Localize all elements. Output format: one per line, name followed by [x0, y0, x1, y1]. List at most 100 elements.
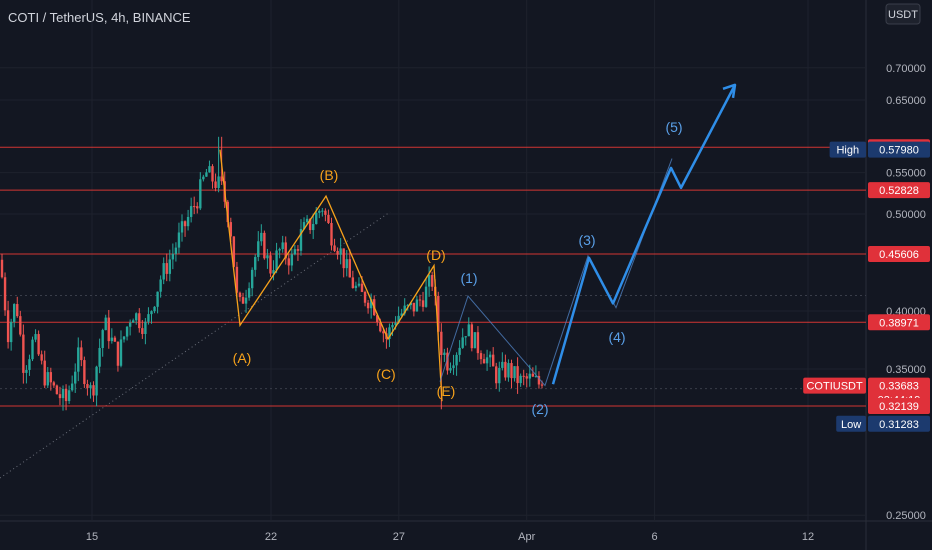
wave-label-orange: (A): [233, 350, 252, 366]
candle-body: [266, 255, 269, 259]
candle-body: [391, 324, 394, 328]
candle-body: [189, 206, 193, 217]
candle-body: [22, 334, 25, 373]
price-label-box: [868, 141, 930, 158]
candle-body: [528, 373, 531, 379]
candle-body: [217, 176, 220, 188]
candle-body: [516, 366, 519, 384]
candle-body: [522, 375, 525, 377]
price-label-name-box: [836, 415, 866, 432]
candle-body: [205, 172, 208, 177]
x-tick-label: 15: [86, 531, 98, 543]
candle-body: [80, 347, 83, 361]
currency-box[interactable]: [885, 3, 921, 25]
candle-body: [107, 317, 110, 342]
price-label-name-box: [829, 141, 866, 158]
x-tick-label: 12: [802, 531, 814, 543]
wave-label-orange: (D): [426, 247, 445, 263]
candle-body: [138, 313, 141, 329]
candle-body: [482, 359, 486, 364]
candle-body: [269, 255, 272, 274]
wave-label-blue: (2): [531, 401, 548, 417]
candle-body: [144, 321, 147, 334]
candle-body: [498, 367, 501, 384]
candle-body: [379, 322, 382, 332]
candle-body: [446, 352, 449, 371]
candle-body: [540, 384, 544, 386]
candle-body: [186, 216, 190, 227]
candle-body: [43, 360, 46, 386]
candle-body: [443, 352, 446, 356]
candle-body: [382, 331, 385, 334]
candle-body: [180, 221, 184, 233]
candle-body: [311, 224, 315, 231]
candle-body: [13, 304, 16, 322]
candle-body: [418, 299, 422, 301]
candle-body: [531, 373, 535, 377]
candle-body: [305, 218, 309, 223]
candle-body: [232, 236, 236, 267]
candle-body: [485, 357, 489, 364]
price-label-box: [868, 182, 930, 199]
price-label-name-box: [803, 377, 866, 394]
price-label-value: 0.45606: [879, 249, 919, 261]
candle-body: [86, 384, 89, 389]
wave-label-orange: (B): [320, 167, 339, 183]
candle-body: [153, 306, 156, 312]
candle-body: [165, 263, 168, 274]
candle-body: [495, 366, 498, 384]
candle-body: [272, 270, 275, 274]
price-label-value: 0.33683: [879, 381, 919, 393]
candle-body: [458, 347, 461, 355]
candle-body: [141, 328, 144, 334]
candle-body: [339, 248, 342, 255]
candle-body: [388, 327, 391, 339]
price-label-value: 0.52828: [879, 185, 919, 197]
candle-body: [348, 259, 351, 278]
candle-body: [193, 206, 196, 208]
price-label-value: 0.32139: [879, 401, 919, 413]
candle-body: [202, 176, 205, 180]
candle-body: [281, 242, 284, 250]
candle-body: [376, 315, 379, 323]
candle-body: [318, 210, 321, 213]
candle-body: [238, 292, 242, 298]
candle-body: [211, 166, 214, 182]
candle-body: [278, 249, 281, 251]
candle-body: [430, 275, 434, 287]
candle-body: [113, 337, 117, 342]
candle-body: [110, 337, 114, 342]
candle-body: [25, 369, 28, 373]
candle-body: [467, 324, 470, 337]
candle-body: [208, 166, 211, 173]
candle-body: [412, 302, 416, 312]
candle-body: [74, 371, 77, 384]
abcde-pattern-line: [219, 149, 443, 402]
candle-body: [287, 258, 290, 266]
exchange: BINANCE: [132, 10, 191, 25]
candle-body: [67, 390, 71, 402]
wave-label-blue: (5): [665, 119, 682, 135]
candle-body: [128, 322, 132, 327]
wave-label-blue: (1): [460, 270, 477, 286]
wave-label-blue: (3): [578, 232, 595, 248]
candle-body: [537, 375, 541, 385]
candle-body: [104, 317, 107, 331]
candle-body: [9, 321, 13, 343]
candle-body: [58, 394, 62, 399]
candle-body: [119, 339, 123, 366]
candle-body: [257, 241, 260, 258]
candle-body: [470, 324, 474, 349]
candle-body: [40, 354, 43, 361]
candle-body: [421, 300, 425, 307]
candle-body: [3, 277, 7, 311]
x-tick-label: 22: [265, 531, 277, 543]
candle-body: [409, 302, 413, 306]
candle-body: [369, 299, 373, 309]
candle-body: [360, 283, 364, 292]
candle-body: [290, 254, 294, 266]
candle-body: [336, 250, 339, 255]
candle-body: [125, 326, 129, 337]
